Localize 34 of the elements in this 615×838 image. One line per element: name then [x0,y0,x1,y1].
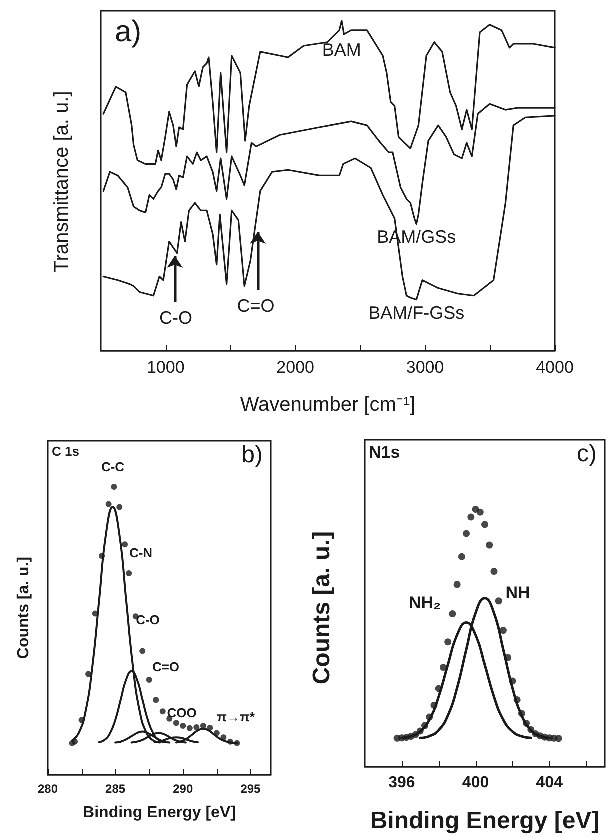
x-tick-label: 295 [240,782,262,796]
x-tick-label: 3000 [406,358,444,377]
x-tick-label: 4000 [536,358,574,377]
series-label: BAM/F-GSs [368,302,465,323]
x-tick-label: 280 [38,782,58,796]
annotation: C-O [160,308,192,328]
annotation: π→π* [217,710,256,724]
chart-subtitle: C 1s [52,444,80,459]
x-tick-label: 2000 [276,358,314,377]
annotation: COO [167,706,197,720]
x-axis-title: Wavenumber [cm⁻¹] [240,394,416,416]
chart-title: a) [115,16,142,48]
x-tick-label: 285 [106,782,126,796]
annotation: C-N [129,546,153,560]
annotation: NH [506,584,530,602]
x-axis-title: Binding Energy [eV] [83,804,236,822]
x-axis-title: Binding Energy [eV] [370,808,600,834]
chart-title: b) [242,442,263,468]
series-label: BAM [322,40,362,60]
y-axis-title: Counts [a. u.] [308,531,336,685]
chart-subtitle: N1s [369,443,400,462]
x-tick-label: 290 [173,782,194,796]
y-axis-title: Counts [a. u.] [16,556,32,660]
x-tick-label: 1000 [146,358,185,377]
x-tick-label: 404 [536,774,564,792]
annotation: C=O [237,296,275,316]
y-axis-title: Transmittance [a. u.] [51,91,73,273]
annotation: NH₂ [408,594,442,612]
x-tick-label: 400 [462,774,490,792]
x-tick-label: 396 [388,774,416,792]
annotation: C=O [152,660,180,674]
annotation: C-O [136,612,160,628]
chart-title: c) [577,440,597,468]
text: C-C [101,460,126,474]
